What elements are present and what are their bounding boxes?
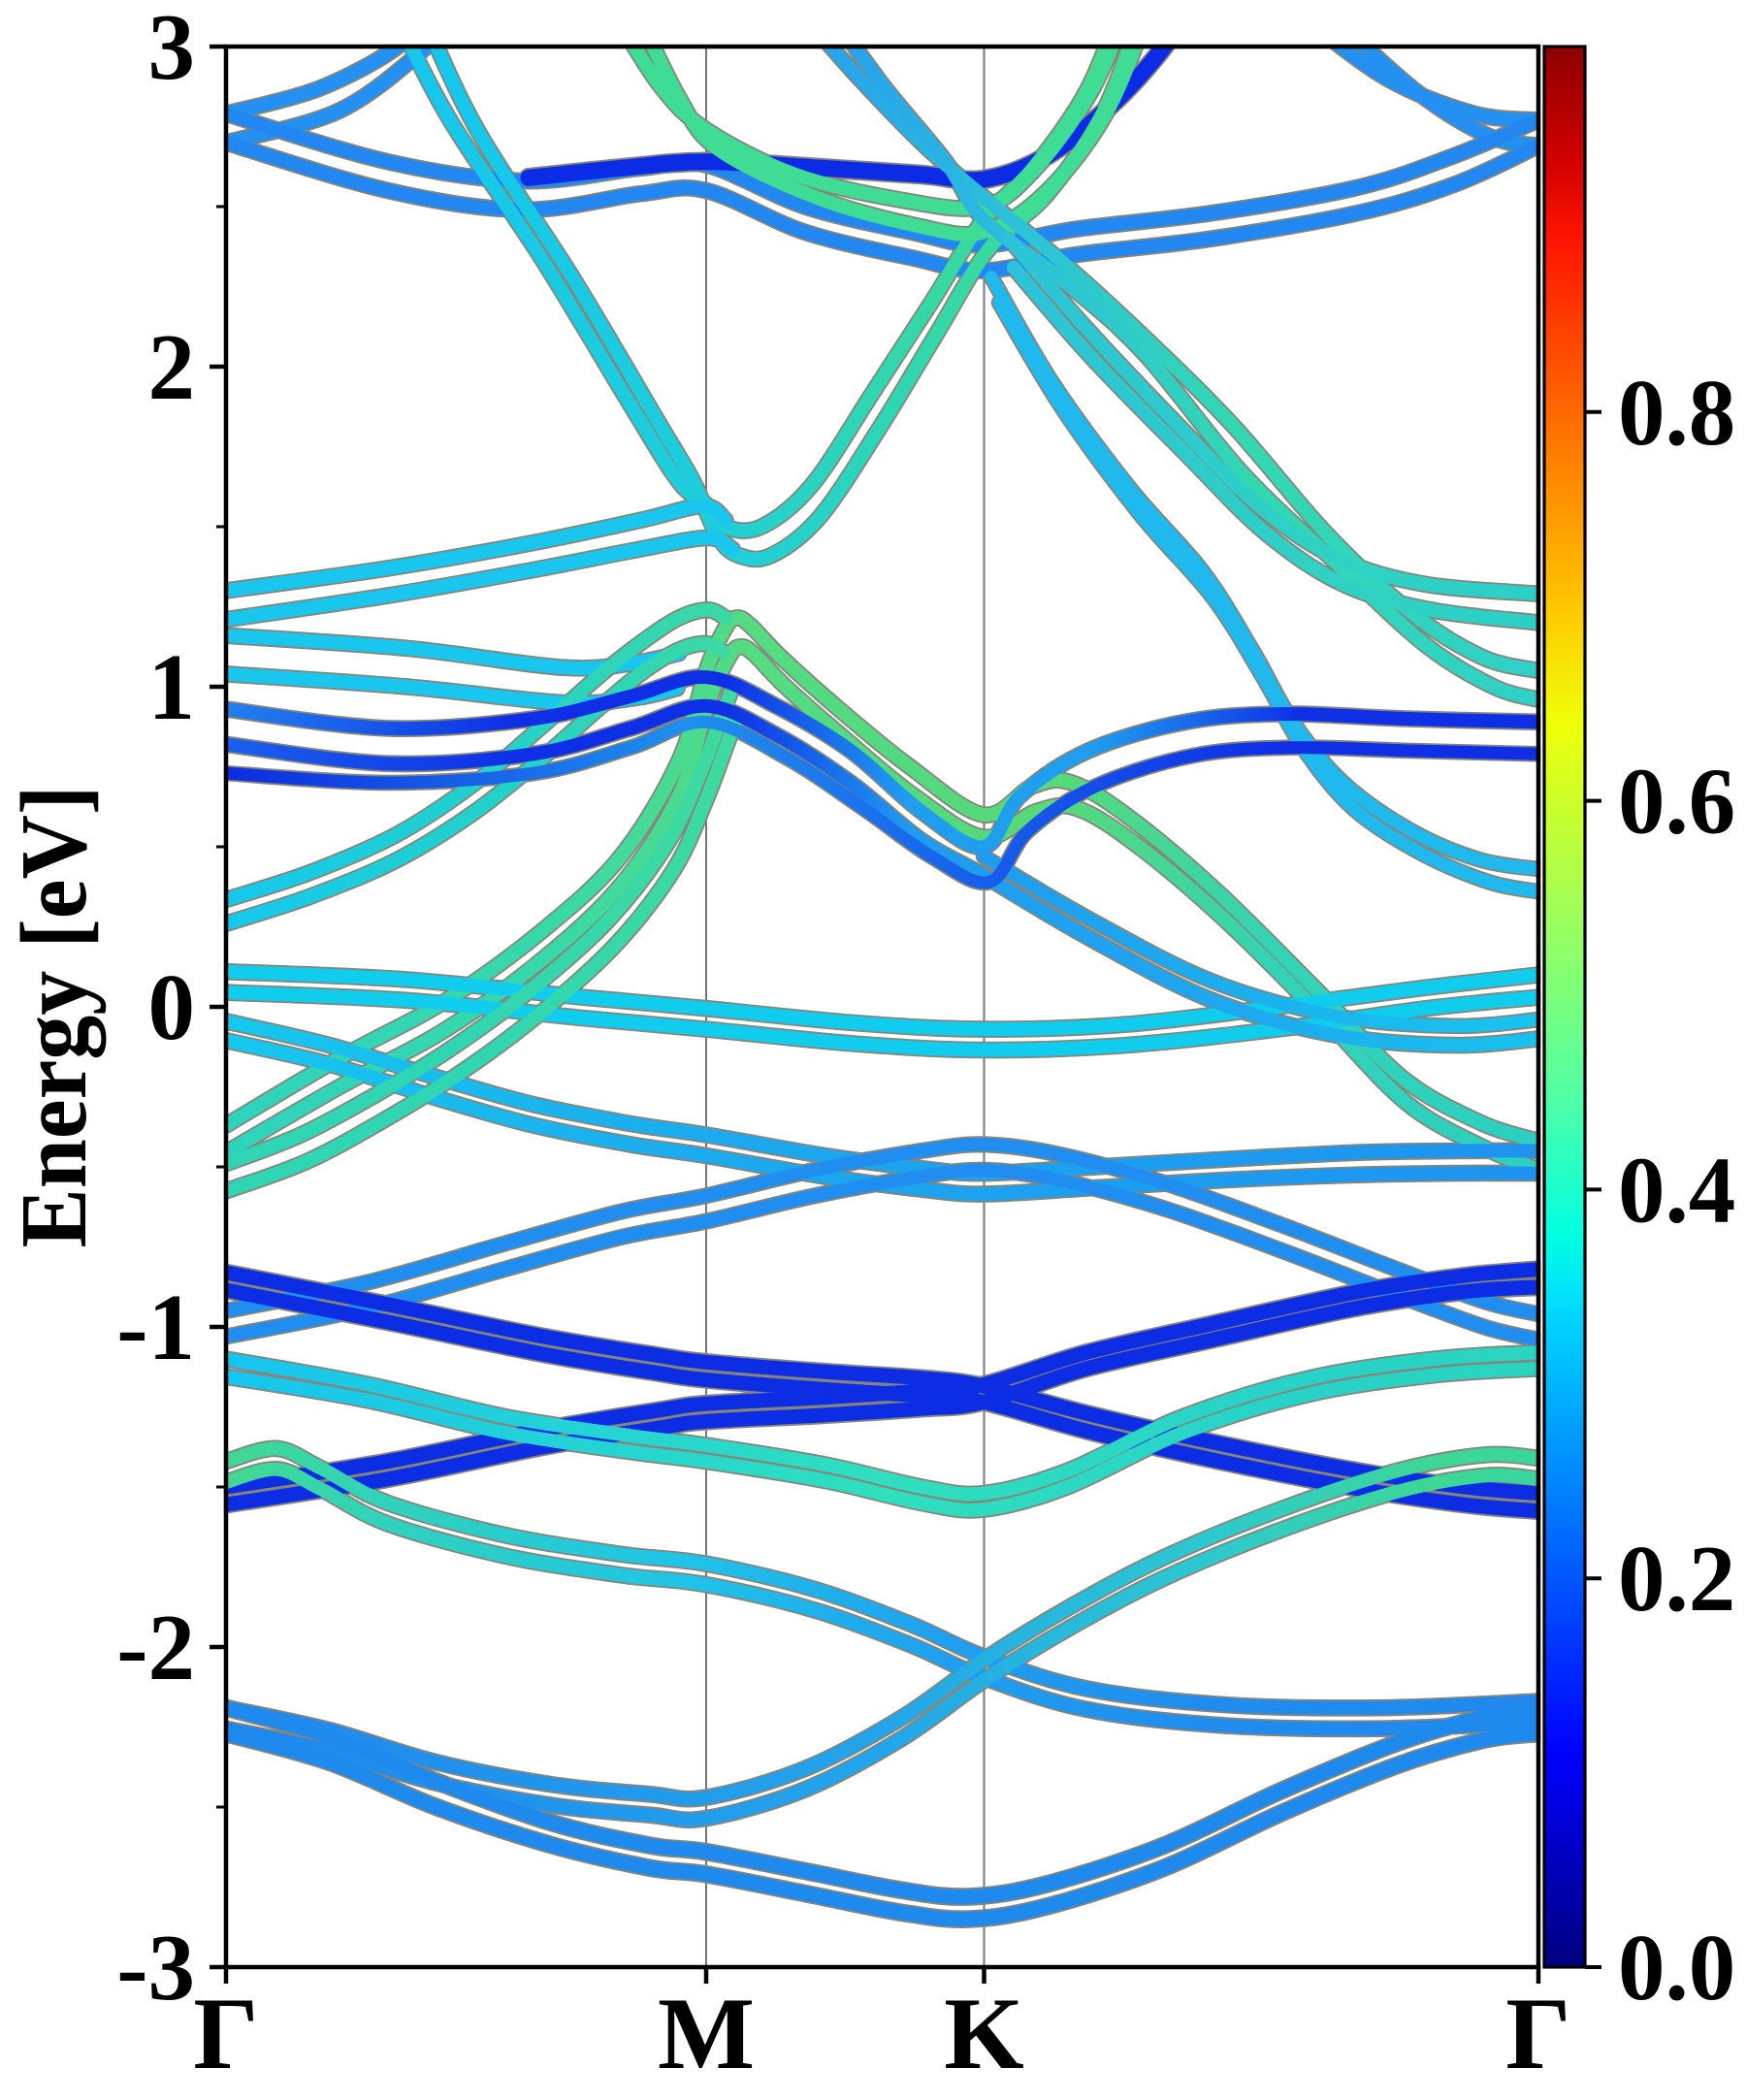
svg-text:Γ: Γ <box>1505 1977 1570 2090</box>
svg-text:0.2: 0.2 <box>1618 1527 1735 1631</box>
svg-text:K: K <box>944 1977 1023 2090</box>
svg-text:0.0: 0.0 <box>1618 1916 1735 2019</box>
svg-text:-1: -1 <box>116 1276 195 1379</box>
svg-text:0: 0 <box>148 955 196 1059</box>
svg-text:0.4: 0.4 <box>1618 1138 1735 1242</box>
svg-text:M: M <box>658 1977 755 2090</box>
svg-text:Energy [eV]: Energy [eV] <box>2 786 106 1248</box>
svg-text:0.8: 0.8 <box>1618 361 1735 465</box>
svg-text:2: 2 <box>148 315 196 419</box>
svg-text:Γ: Γ <box>193 1977 258 2090</box>
svg-text:0.6: 0.6 <box>1618 750 1735 854</box>
svg-text:-3: -3 <box>116 1916 195 2019</box>
svg-text:1: 1 <box>148 635 196 739</box>
svg-text:-2: -2 <box>116 1596 195 1699</box>
svg-text:3: 3 <box>148 0 196 99</box>
